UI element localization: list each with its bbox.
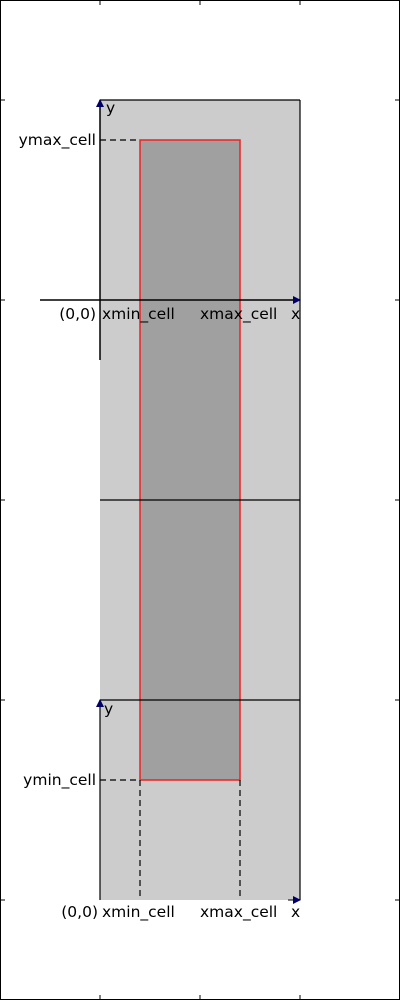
- cell-rectangle: [139, 139, 241, 781]
- upper-y-axis-label: y: [106, 99, 115, 117]
- upper-origin-label: (0,0): [59, 305, 96, 323]
- panel-borders: [99, 99, 301, 900]
- lower-xmin-label: xmin_cell: [102, 903, 175, 922]
- lower-x-axis-label: x: [291, 903, 300, 921]
- upper-ymax-label: ymax_cell: [19, 131, 96, 150]
- lower-ymin-label: ymin_cell: [23, 771, 96, 790]
- lower-xmax-label: xmax_cell: [200, 903, 277, 922]
- lower-y-axis-label: y: [104, 700, 113, 718]
- upper-x-axis-label: x: [291, 305, 300, 323]
- upper-xmax-label: xmax_cell: [200, 305, 277, 324]
- dashed-guides: [100, 139, 241, 900]
- upper-xmin-label: xmin_cell: [102, 305, 175, 324]
- lower-origin-label: (0,0): [61, 903, 98, 921]
